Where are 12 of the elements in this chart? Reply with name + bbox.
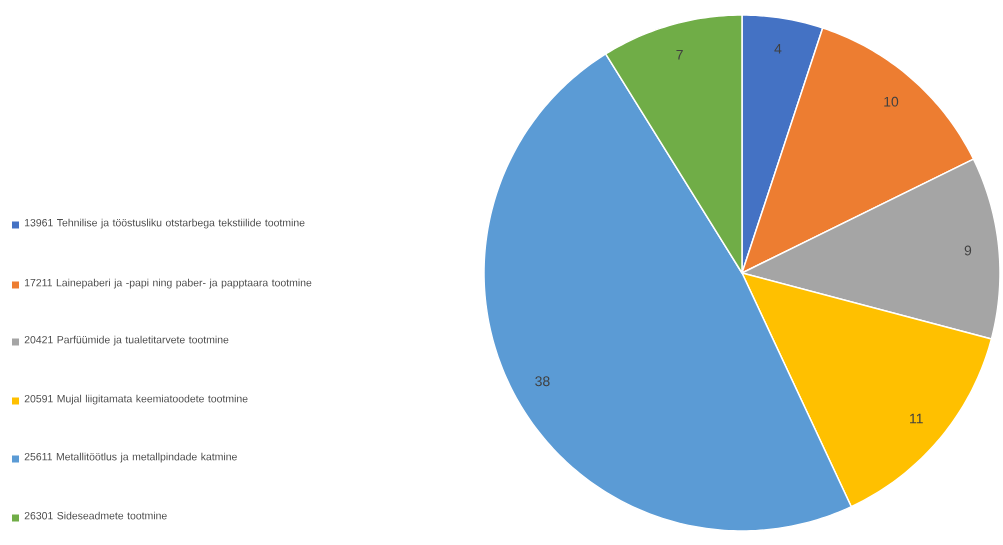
legend-label: 26301 Sideseadmete tootmine	[24, 511, 167, 520]
data-label: 9	[964, 245, 972, 256]
legend-label: 25611 Metallitöötlus ja metallpindade katmine	[24, 452, 237, 463]
data-label: 10	[884, 96, 899, 107]
data-label: 38	[535, 376, 550, 387]
legend-label: 20421 Parfüümide ja tualetitarvete tootmine	[24, 335, 229, 346]
legend-label: 17211 Lainepaberi ja -papi ning paber- ja papptaara tootmine	[25, 278, 312, 289]
legend-label: 20591 Mujal liigitamata keemiatoodete tootmine	[24, 394, 248, 405]
data-label: 11	[910, 413, 923, 424]
legend-label: 13961 Tehnilise ja tööstusliku otstarbega tekstiilide tootmine	[25, 218, 305, 229]
data-label: 4	[774, 44, 782, 54]
data-label: 7	[676, 49, 683, 60]
